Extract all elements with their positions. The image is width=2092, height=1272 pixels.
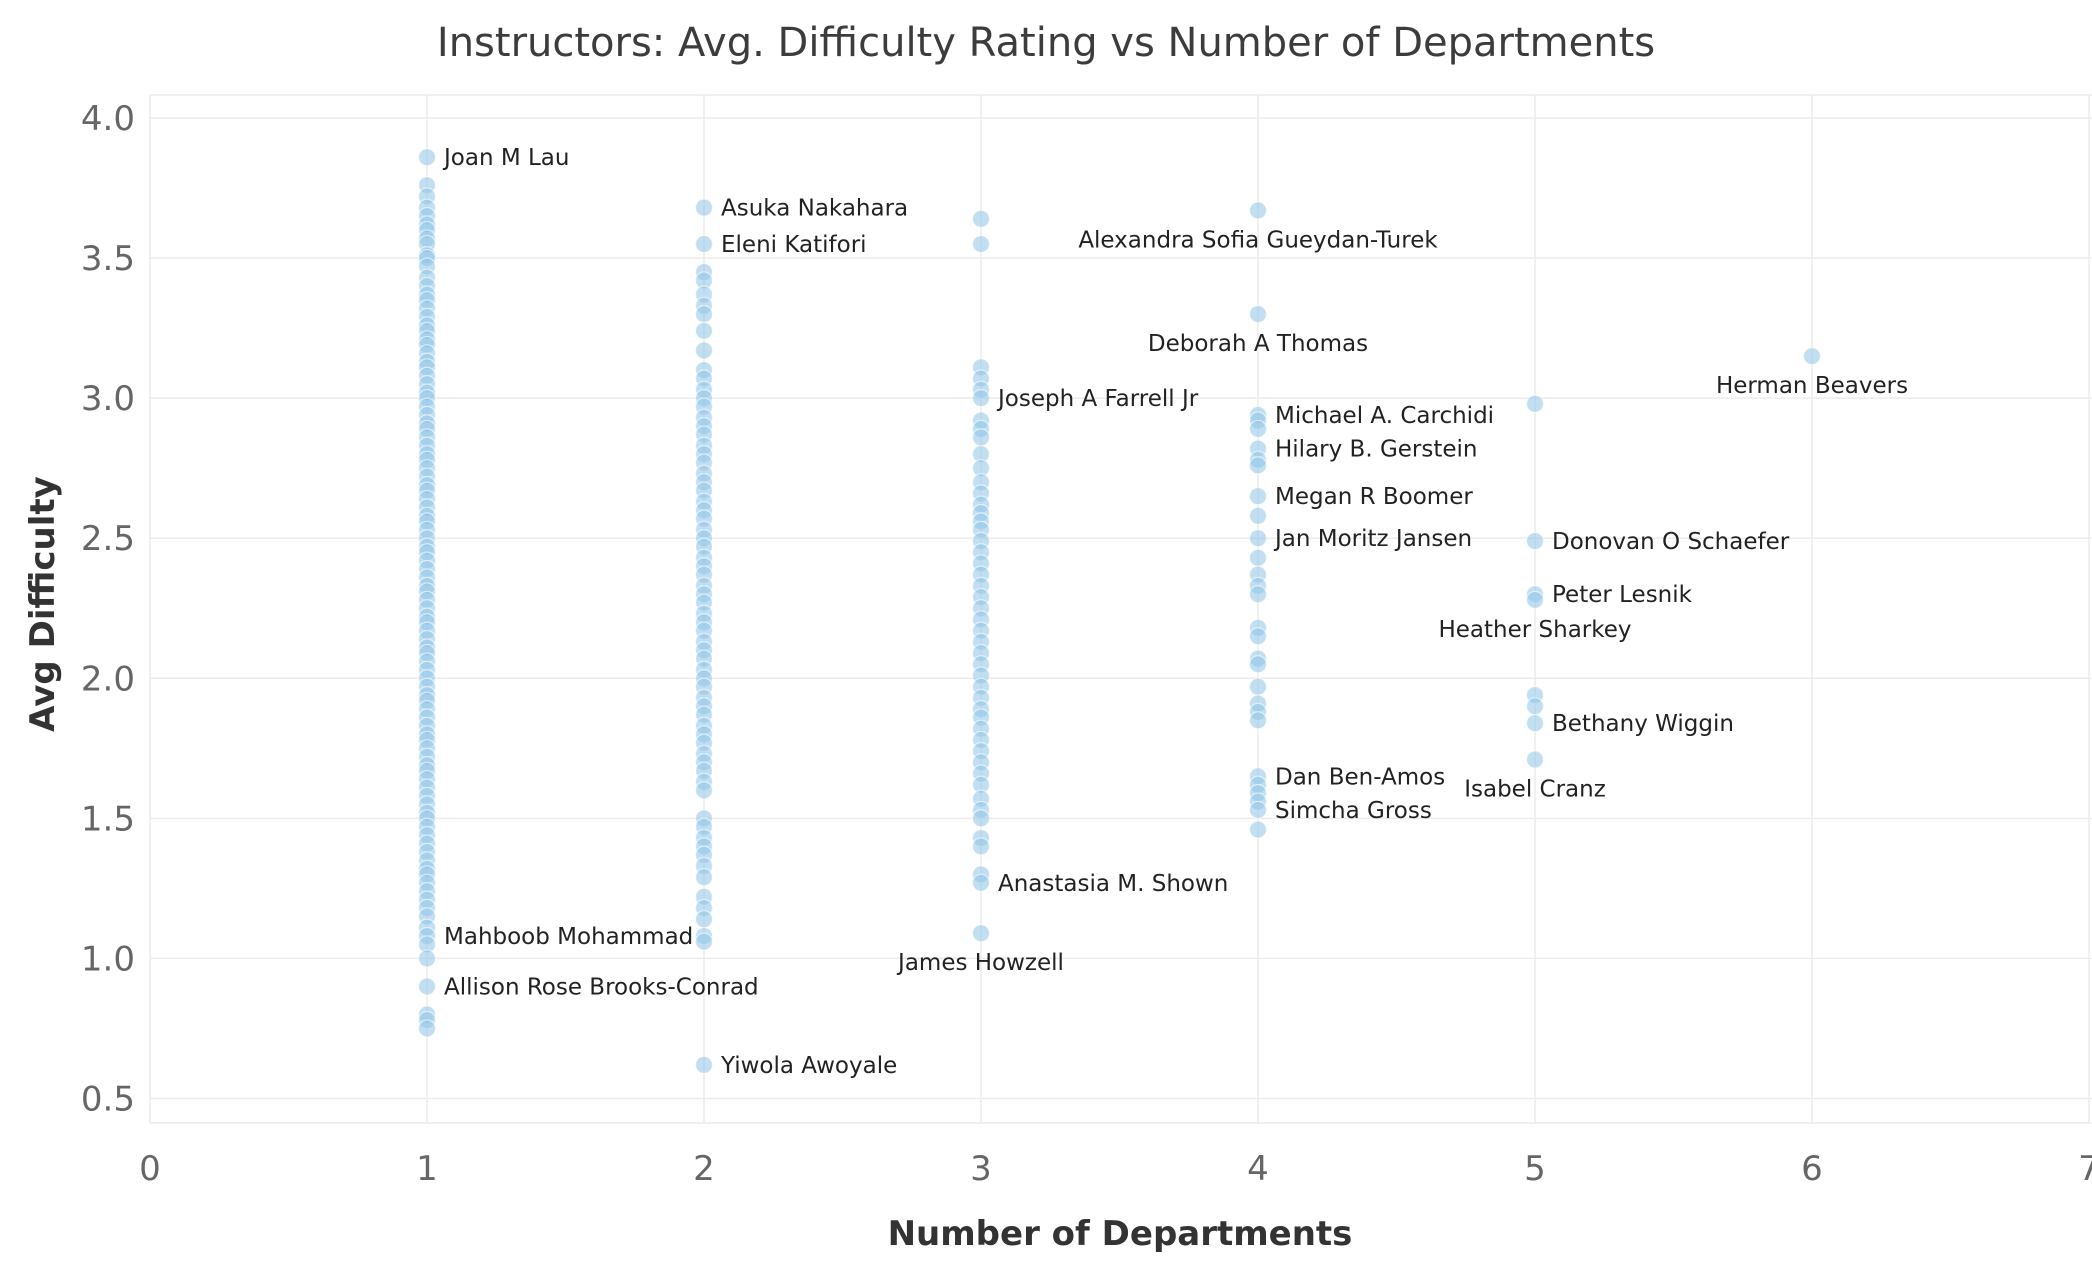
data-point	[1525, 714, 1545, 733]
y-tick-label: 3.0	[81, 379, 135, 419]
x-tick-label: 6	[1801, 1149, 1823, 1189]
point-annotation: Anastasia M. Shown	[998, 871, 1228, 897]
x-tick-label: 0	[139, 1149, 161, 1189]
data-point	[694, 781, 714, 800]
y-tick-label: 2.0	[81, 659, 135, 699]
data-point	[694, 910, 714, 929]
point-annotation: Asuka Nakahara	[721, 196, 908, 222]
data-point	[971, 809, 991, 828]
x-tick-label: 5	[1524, 1149, 1546, 1189]
point-annotation: Joseph A Farrell Jr	[996, 386, 1199, 412]
data-point	[694, 234, 714, 254]
data-point	[971, 837, 991, 856]
point-annotation: Simcha Gross	[1275, 798, 1432, 824]
point-annotation: Joan M Lau	[442, 145, 569, 171]
y-tick-label: 3.5	[81, 239, 135, 279]
point-annotation: Eleni Katifori	[721, 232, 867, 258]
data-point	[1248, 487, 1268, 506]
x-axis-title: Number of Departments	[888, 1214, 1353, 1254]
y-tick-label: 4.0	[81, 99, 135, 139]
point-annotation: James Howzell	[896, 950, 1064, 976]
data-point	[1248, 529, 1268, 548]
data-point	[971, 234, 991, 254]
point-annotation: Donovan O Schaefer	[1552, 529, 1790, 555]
point-annotations: Joan M Lau Asuka Nakahara Eleni Katifori Al…	[442, 145, 1908, 1079]
data-point	[1248, 201, 1268, 220]
point-annotation: Yiwola Awoyale	[720, 1053, 897, 1079]
y-tick-label: 1.0	[81, 939, 135, 979]
data-point	[971, 924, 991, 943]
data-point	[694, 868, 714, 887]
data-point	[1525, 531, 1545, 551]
data-point	[417, 977, 437, 996]
point-annotation: Heather Sharkey	[1438, 617, 1631, 643]
y-axis-title: Avg Difficulty	[23, 476, 63, 732]
data-point	[1248, 506, 1268, 525]
point-annotation: Jan Moritz Jansen	[1273, 526, 1472, 552]
data-point	[1525, 697, 1545, 716]
data-points	[417, 148, 1822, 1074]
data-point	[1525, 394, 1545, 413]
point-annotation: Michael A. Carchidi	[1275, 403, 1494, 429]
data-point	[1248, 305, 1268, 324]
data-point	[1248, 419, 1268, 439]
data-point	[1248, 456, 1268, 475]
chart-title: Instructors: Avg. Difficulty Rating vs N…	[437, 20, 1655, 66]
data-point	[1248, 677, 1268, 696]
grid-lines	[149, 94, 2092, 1124]
data-point	[1248, 800, 1268, 820]
point-annotation: Hilary B. Gerstein	[1275, 437, 1478, 463]
data-point	[1525, 590, 1545, 609]
data-point	[417, 148, 437, 167]
axis-ticks: 0 1 2 3 4 5 6 7 0.5 1.0 1.5 2.0 2.5 3.0 3.5 4.0	[81, 99, 2092, 1189]
y-tick-label: 0.5	[81, 1080, 135, 1120]
data-point	[1248, 711, 1268, 730]
point-annotation: Deborah A Thomas	[1148, 331, 1368, 357]
data-point	[1248, 820, 1268, 839]
x-tick-label: 4	[1247, 1149, 1269, 1189]
data-point	[1248, 548, 1268, 567]
data-point	[694, 321, 714, 341]
point-annotation: Herman Beavers	[1716, 373, 1908, 399]
point-annotation: Bethany Wiggin	[1552, 711, 1734, 737]
data-point	[971, 209, 991, 228]
point-annotation: Mahboob Mohammad	[444, 924, 693, 950]
point-annotation: Peter Lesnik	[1552, 582, 1693, 608]
x-tick-label: 2	[693, 1149, 715, 1189]
data-point	[694, 1055, 714, 1074]
data-point	[694, 932, 714, 951]
x-tick-label: 7	[2078, 1149, 2092, 1189]
y-tick-label: 1.5	[81, 799, 135, 839]
x-tick-label: 3	[970, 1149, 992, 1189]
data-point	[417, 1019, 437, 1038]
data-point	[1525, 750, 1545, 769]
point-annotation: Megan R Boomer	[1275, 484, 1473, 510]
point-annotation: Dan Ben-Amos	[1275, 764, 1445, 790]
y-tick-label: 2.5	[81, 519, 135, 559]
data-point	[694, 198, 714, 217]
data-point	[1248, 655, 1268, 674]
point-annotation: Alexandra Sofia Gueydan-Turek	[1078, 227, 1438, 253]
data-point	[971, 873, 991, 892]
data-point	[1248, 627, 1268, 646]
data-point	[971, 389, 991, 408]
point-annotation: Isabel Cranz	[1464, 777, 1606, 803]
x-tick-label: 1	[416, 1149, 438, 1189]
data-point	[971, 428, 991, 447]
point-annotation: Allison Rose Brooks-Conrad	[444, 974, 759, 1000]
data-point	[417, 949, 437, 968]
data-point	[1248, 585, 1268, 604]
data-point	[694, 341, 714, 360]
data-point	[694, 305, 714, 324]
data-point	[1802, 347, 1822, 366]
